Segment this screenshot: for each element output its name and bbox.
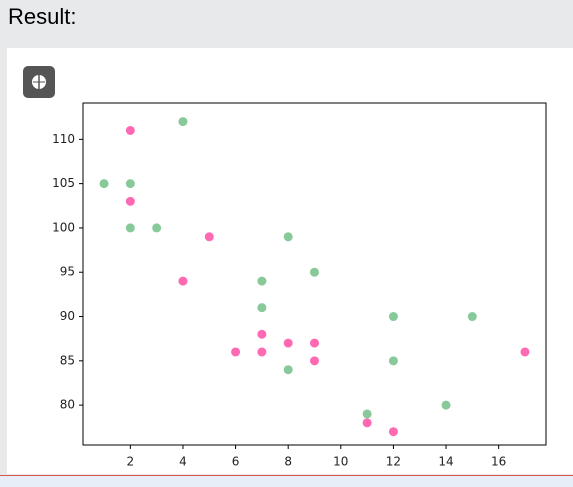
point	[441, 400, 451, 410]
point	[362, 409, 372, 419]
axes-frame	[82, 102, 547, 446]
point	[388, 312, 398, 322]
point	[310, 338, 319, 348]
chart: 2 4 6 8 10 12 14 16 80 85 90 95 100 105 110	[52, 102, 547, 469]
x-tick-label: 2	[127, 455, 135, 469]
y-tick-label: 95	[60, 265, 75, 279]
point	[467, 312, 477, 322]
x-tick-label: 6	[232, 455, 240, 469]
point	[310, 267, 319, 277]
point	[257, 329, 267, 339]
x-tick-label: 14	[438, 455, 453, 469]
y-tick-label: 110	[52, 132, 75, 146]
result-panel	[7, 48, 573, 474]
point	[283, 365, 293, 375]
x-tick-label: 8	[284, 455, 292, 469]
result-label: Result:	[8, 4, 77, 29]
y-tick-label: 100	[52, 220, 75, 234]
point	[178, 117, 188, 127]
x-tick-label: 16	[491, 455, 506, 469]
bottom-bar	[0, 475, 573, 487]
point	[388, 427, 398, 437]
y-tick-label: 90	[60, 309, 75, 323]
point	[125, 196, 135, 206]
point	[362, 418, 372, 428]
y-tick-label: 85	[60, 353, 75, 367]
point	[257, 303, 267, 313]
ai-button[interactable]	[23, 66, 55, 98]
point	[204, 232, 214, 242]
point	[178, 276, 188, 286]
point	[257, 276, 267, 286]
ai-icon	[32, 75, 46, 89]
x-tick-label: 12	[386, 455, 401, 469]
point	[283, 338, 293, 348]
point	[520, 347, 530, 357]
point	[99, 179, 109, 189]
point	[310, 356, 319, 366]
point	[283, 232, 293, 242]
point	[125, 125, 135, 135]
point	[257, 347, 267, 357]
point	[152, 223, 162, 233]
point	[125, 179, 135, 189]
point	[388, 356, 398, 366]
x-tick-label: 4	[179, 455, 187, 469]
y-tick-label: 80	[60, 398, 75, 412]
x-tick-label: 10	[333, 455, 348, 469]
point	[125, 223, 135, 233]
y-tick-label: 105	[52, 176, 75, 190]
point	[231, 347, 241, 357]
